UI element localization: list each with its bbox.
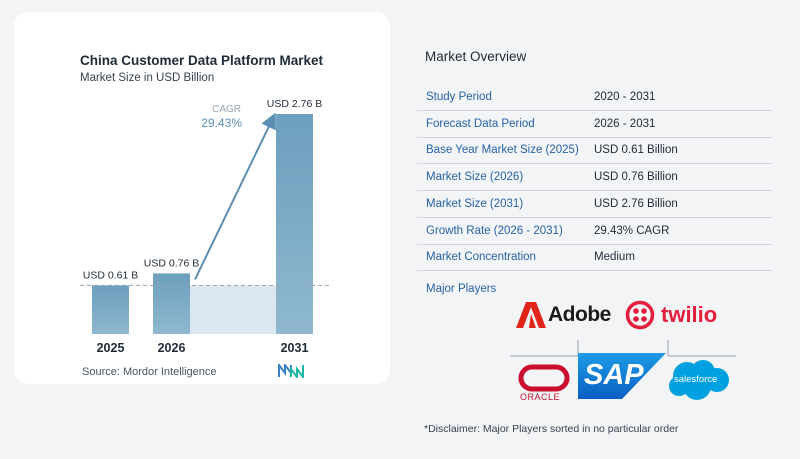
tick-label-2025: 2025 [97, 341, 125, 355]
oracle-mark-icon [518, 364, 570, 392]
source-note: Source: Mordor Intelligence [82, 366, 217, 378]
adobe-wordmark: Adobe [548, 303, 611, 326]
tick-label-2026: 2026 [158, 341, 186, 355]
disclaimer: *Disclaimer: Major Players sorted in no … [424, 423, 679, 435]
overview-title: Market Overview [425, 49, 527, 64]
overview-row-label: Base Year Market Size (2025) [426, 144, 579, 157]
overview-row: Study Period 2020 - 2031 [417, 84, 772, 111]
bar-2031 [276, 114, 313, 334]
overview-row-label: Study Period [426, 91, 492, 103]
logo-divider-lines [510, 340, 736, 357]
overview-row: Market Concentration Medium [417, 244, 772, 272]
overview-row: Base Year Market Size (2025) USD 0.61 Bil… [417, 137, 772, 165]
adobe-mark-icon [516, 302, 546, 328]
overview-row-label: Market Concentration [426, 251, 536, 264]
twilio-mark-icon [625, 300, 655, 330]
overview-row: Market Size (2031) USD 2.76 Billion [417, 191, 772, 218]
overview-row: Growth Rate (2026 - 2031) 29.43% CAGR [417, 218, 772, 245]
oracle-wordmark: ORACLE [520, 392, 561, 402]
overview-row-label: Growth Rate (2026 - 2031) [426, 224, 563, 237]
overview-row-value: Medium [594, 251, 635, 264]
overview-row-label: Market Size (2026) [426, 171, 524, 184]
sap-mark-icon [578, 353, 666, 399]
overview-row: Market Size (2026) USD 0.76 Billion [417, 164, 772, 192]
salesforce-wordmark: salesforce [674, 374, 718, 385]
bar-2026 [153, 273, 190, 334]
oracle-logo: ORACLE [516, 362, 572, 406]
sap-wordmark: SAP [584, 359, 644, 391]
growth-shade [190, 285, 276, 334]
data-label-2025: USD 0.61 B [83, 269, 138, 281]
salesforce-logo: salesforce [667, 358, 731, 402]
data-label-2031: USD 2.76 B [267, 98, 322, 110]
twilio-wordmark: twilio [661, 302, 718, 327]
cagr-label: CAGR [212, 104, 241, 115]
bar-2025 [92, 285, 129, 334]
overview-row: Forecast Data Period 2026 - 2031 [417, 111, 772, 138]
cagr-arrow [194, 112, 276, 280]
adobe-logo: Adobe [516, 302, 620, 330]
overview-row-label: Forecast Data Period [426, 117, 535, 130]
twilio-logo: twilio [625, 300, 735, 332]
overview-row-value: 2020 - 2031 [594, 91, 656, 103]
overview-row-label: Market Size (2031) [426, 197, 524, 210]
data-label-2026: USD 0.76 B [144, 257, 199, 269]
cagr-value: 29.43% [201, 116, 242, 130]
overview-row-value: USD 0.61 Billion [594, 144, 678, 157]
sap-logo: SAP [578, 353, 666, 399]
overview-row-value: USD 2.76 Billion [594, 197, 678, 210]
overview-row-value: 2026 - 2031 [594, 117, 656, 130]
chart-subtitle: Market Size in USD Billion [80, 72, 215, 84]
chart-title: China Customer Data Platform Market [80, 53, 324, 68]
major-players-label: Major Players [426, 283, 497, 295]
salesforce-cloud-icon [669, 360, 729, 400]
mordor-logo-icon [278, 364, 304, 378]
overview-row-value: USD 0.76 Billion [594, 171, 678, 184]
overview-row-value: 29.43% CAGR [594, 224, 670, 237]
tick-label-2031: 2031 [281, 341, 309, 355]
